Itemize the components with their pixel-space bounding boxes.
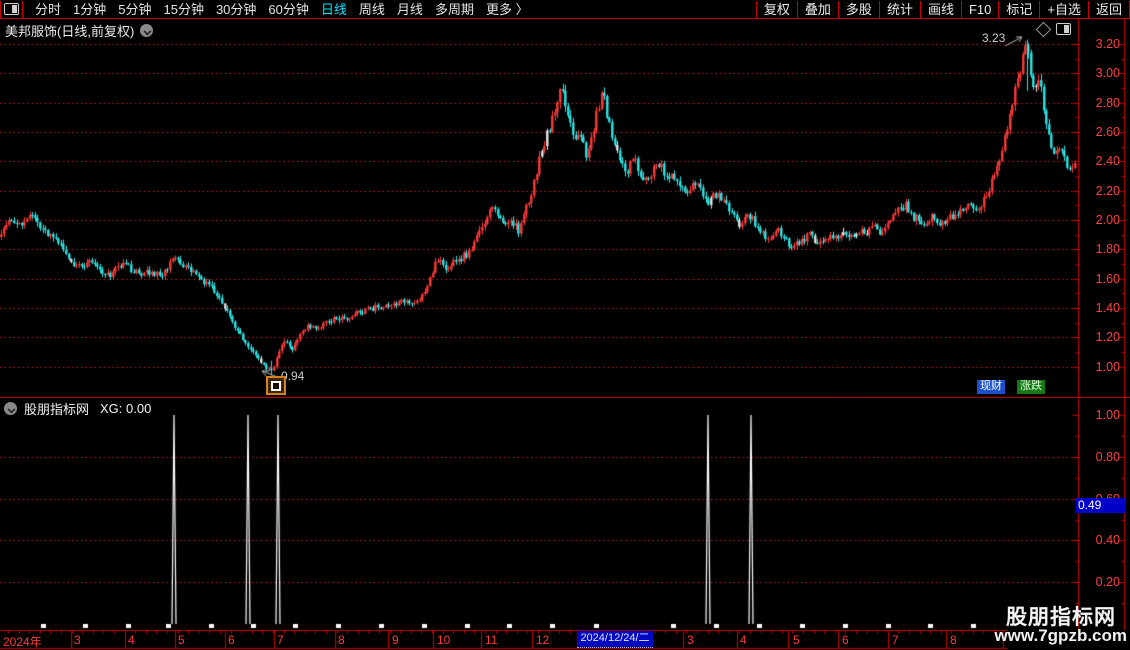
panel-icon[interactable] [1056, 23, 1071, 35]
toolbar-button-复权[interactable]: 复权 [755, 0, 797, 18]
time-label-4: 4 [128, 633, 135, 647]
chart-corner-icons [1035, 21, 1071, 37]
price-label-1.80: 1.80 [1095, 242, 1120, 257]
period-item-更多 〉[interactable]: 更多 〉 [485, 1, 529, 17]
period-item-周线[interactable]: 周线 [358, 1, 385, 17]
time-label-8: 8 [950, 633, 957, 647]
time-label-3: 3 [687, 633, 694, 647]
period-item-5分钟[interactable]: 5分钟 [118, 1, 152, 17]
indicator-label-0.20: 0.20 [1095, 575, 1120, 590]
price-label-2.80: 2.80 [1095, 95, 1120, 110]
time-label-10: 10 [437, 633, 451, 647]
diamond-icon[interactable] [1035, 21, 1052, 37]
period-item-分时[interactable]: 分时 [35, 1, 62, 17]
time-label-3: 3 [74, 633, 81, 647]
toolbar-button-多股[interactable]: 多股 [837, 0, 879, 18]
toolbar-button-叠加[interactable]: 叠加 [796, 0, 838, 18]
watermark-site-name: 股朋指标网 [1006, 606, 1116, 629]
toolbar-button-F10[interactable]: F10 [960, 0, 998, 18]
time-label-6: 6 [228, 633, 235, 647]
updown-overlay-button[interactable]: 涨跌 [1017, 380, 1045, 394]
time-label-5: 5 [178, 633, 185, 647]
indicator-label-0.40: 0.40 [1095, 533, 1120, 548]
financial-overlay-button[interactable]: 现财 [977, 380, 1005, 394]
toolbar-button-+自选[interactable]: +自选 [1039, 0, 1088, 18]
current-value-badge: 0.49 [1076, 498, 1126, 513]
price-label-3.00: 3.00 [1095, 66, 1120, 81]
indicator-label-0.80: 0.80 [1095, 449, 1120, 464]
indicator-header: 股朋指标网 XG: 0.00 [4, 399, 151, 418]
time-label-6: 6 [842, 633, 849, 647]
toolbar-button-统计[interactable]: 统计 [878, 0, 920, 18]
kline-chart-canvas[interactable] [0, 18, 1130, 398]
toolbar-button-标记[interactable]: 标记 [998, 0, 1039, 18]
period-item-月线[interactable]: 月线 [396, 1, 423, 17]
price-label-2.40: 2.40 [1095, 154, 1120, 169]
toolbar-button-返回[interactable]: 返回 [1087, 0, 1130, 18]
toolbar-actions: 复权 叠加 多股 统计 画线 F10 标记 +自选 返回 [755, 0, 1130, 18]
chart-title-row: 美邦服饰(日线,前复权) [5, 21, 154, 40]
price-label-2.60: 2.60 [1095, 125, 1120, 139]
time-label-2024年: 2024年 [3, 635, 42, 649]
chart-title: 美邦服饰(日线,前复权) [5, 24, 135, 39]
period-item-多周期[interactable]: 多周期 [434, 1, 474, 17]
period-menu: 分时 1分钟 5分钟 15分钟 30分钟 60分钟 日线 周线 月线 多周期 更多 〉 [0, 0, 529, 18]
time-label-4: 4 [740, 633, 747, 647]
peak-price-annotation: 3.23 [982, 31, 1006, 45]
period-item-日线[interactable]: 日线 [320, 1, 347, 17]
time-label-7: 7 [277, 633, 284, 647]
time-label-9: 9 [392, 633, 399, 647]
price-label-3.20: 3.20 [1095, 37, 1120, 51]
time-label-12: 12 [536, 633, 550, 647]
period-item-30分钟[interactable]: 30分钟 [215, 1, 257, 17]
top-toolbar: 分时 1分钟 5分钟 15分钟 30分钟 60分钟 日线 周线 月线 多周期 更多 〉 复权 叠加 多股… [0, 0, 1130, 19]
low-point-marker-icon[interactable] [266, 376, 286, 395]
indicator-label-1.00: 1.00 [1095, 408, 1120, 422]
chevron-down-icon[interactable] [140, 24, 154, 37]
layout-toggle-button[interactable] [0, 0, 23, 18]
price-label-1.00: 1.00 [1095, 359, 1120, 374]
period-item-15分钟[interactable]: 15分钟 [163, 1, 204, 17]
price-label-1.40: 1.40 [1095, 301, 1120, 316]
price-label-1.20: 1.20 [1095, 330, 1120, 345]
indicator-panel-canvas[interactable] [0, 398, 1130, 650]
time-label-7: 7 [892, 633, 899, 647]
watermark-site-url: www.7gpzb.com [994, 626, 1127, 645]
time-label-11: 11 [485, 633, 498, 647]
period-item-60分钟[interactable]: 60分钟 [268, 1, 309, 17]
time-label-5: 5 [793, 633, 800, 647]
chevron-down-icon[interactable] [4, 402, 17, 415]
low-price-annotation: 0.94 [281, 369, 305, 383]
selected-date-badge[interactable]: 2024/12/24/二 [577, 631, 653, 648]
price-label-1.60: 1.60 [1095, 271, 1120, 286]
indicator-reading: XG: 0.00 [100, 401, 152, 416]
toolbar-button-画线[interactable]: 画线 [919, 0, 961, 18]
price-label-2.20: 2.20 [1095, 183, 1120, 198]
marker-inner-square [271, 380, 281, 391]
period-item-1分钟[interactable]: 1分钟 [73, 1, 107, 17]
panel-toggle-icon [4, 3, 19, 15]
price-label-2.00: 2.00 [1095, 213, 1120, 228]
time-label-8: 8 [338, 633, 345, 647]
indicator-name: 股朋指标网 [24, 402, 90, 417]
